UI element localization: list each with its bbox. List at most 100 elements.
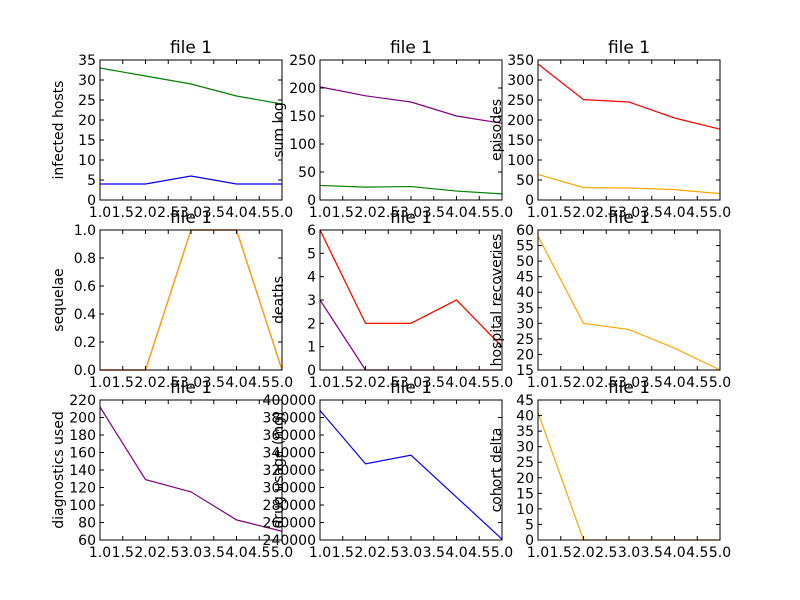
y-tick-label: 1.0 [74,223,96,239]
x-tick-label: 2.0 [354,545,376,561]
plot-frame [99,399,283,541]
x-tick-label: 3.0 [400,375,422,391]
series-line [319,410,503,540]
x-tick-label: 1.0 [89,205,111,221]
x-tick-label: 4.0 [445,375,467,391]
y-tick-label: 0.0 [74,363,96,379]
x-tick-label: 2.0 [134,545,156,561]
y-tick-label: 150 [507,133,534,149]
x-tick-label: 1.5 [550,375,572,391]
y-tick-label: 6 [307,223,316,239]
y-tick-label: 30 [78,73,96,89]
x-tick-label: 4.0 [663,375,685,391]
x-tick-label: 5.0 [271,375,293,391]
x-tick-label: 3.0 [618,545,640,561]
x-tick-label: 4.5 [468,375,490,391]
y-tick-label: 0.8 [74,251,96,267]
y-tick-label: 10 [516,502,534,518]
y-tick-label: 320000 [263,463,316,479]
y-tick-label: 20 [516,471,534,487]
y-axis-label: hospital recoveries [489,234,505,367]
y-tick-label: 1 [307,340,316,356]
y-tick-label: 120 [69,481,96,497]
x-tick-label: 2.0 [572,375,594,391]
x-tick-label: 5.0 [271,545,293,561]
x-tick-label: 4.5 [248,545,270,561]
series-line [99,67,283,105]
y-axis-label: drug usage (mg) [271,412,287,529]
x-tick-label: 2.0 [354,205,376,221]
y-tick-label: 260000 [263,516,316,532]
series-line [537,412,720,541]
x-tick-label: 3.5 [423,375,445,391]
series-line [319,86,503,124]
y-tick-label: 80 [78,516,96,532]
y-tick-label: 45 [516,393,534,409]
x-tick-label: 2.0 [134,205,156,221]
series-line [100,175,282,185]
x-tick-label: 3.0 [400,205,422,221]
y-tick-label: 30 [516,316,534,332]
y-tick-label: 250 [507,93,534,109]
x-tick-label: 3.5 [423,205,445,221]
y-tick-label: 200 [289,81,316,97]
y-tick-label: 140 [69,463,96,479]
chart-panel: 1.0 1.5 2.0 2.5 3.0 3.5 4.0 4.5 5.00.00.20.40.60… [51,208,293,391]
y-tick-label: 0.2 [74,335,96,351]
y-tick-label: 0 [87,193,96,209]
chart-panel: 1.0 1.5 2.0 2.5 3.0 3.5 4.0 4.5 5.00510152025303… [51,38,293,221]
x-tick-label: 3.5 [641,545,663,561]
y-tick-label: 60 [516,223,534,239]
x-tick-label: 2.5 [595,205,617,221]
y-tick-label: 35 [516,424,534,440]
y-tick-label: 100 [507,153,534,169]
y-tick-label: 50 [516,173,534,189]
x-tick-label: 2.5 [377,545,399,561]
x-tick-label: 5.0 [709,205,731,221]
chart-panel: 1.0 1.5 2.0 2.5 3.0 3.5 4.0 4.5 5.00501001502002… [271,38,513,221]
x-tick-label: 2.5 [377,205,399,221]
chart-title: file 1 [390,38,432,58]
x-tick-label: 2.0 [572,205,594,221]
x-tick-label: 1.5 [112,205,134,221]
x-tick-label: 3.5 [423,545,445,561]
chart-title: file 1 [608,208,650,228]
plot-frame [537,229,721,371]
y-tick-label: 20 [516,347,534,363]
y-tick-label: 300 [507,73,534,89]
series-line [319,229,503,348]
x-tick-label: 5.0 [491,205,513,221]
y-tick-label: 180 [69,428,96,444]
y-tick-label: 45 [516,270,534,286]
x-tick-label: 5.0 [491,375,513,391]
chart-panel: 1.0 1.5 2.0 2.5 3.0 3.5 4.0 4.5 5.00510152025303… [489,378,731,561]
x-tick-label: 4.0 [225,205,247,221]
y-tick-label: 350 [507,53,534,69]
series-line [319,229,503,348]
y-tick-label: 200 [69,411,96,427]
y-tick-label: 340000 [263,446,316,462]
series-line [537,235,721,371]
y-tick-label: 60 [78,533,96,549]
x-tick-label: 2.0 [134,375,156,391]
x-tick-label: 4.5 [468,205,490,221]
y-axis-label: sequelae [51,268,67,331]
x-tick-label: 2.0 [572,545,594,561]
y-tick-label: 25 [516,455,534,471]
y-tick-label: 30 [516,440,534,456]
x-tick-label: 4.5 [248,205,270,221]
x-tick-label: 2.5 [157,205,179,221]
plot-frame [319,399,503,541]
y-tick-label: 0 [525,193,534,209]
plot-frame [319,229,503,371]
y-tick-label: 0 [307,193,316,209]
y-tick-label: 160 [69,446,96,462]
y-tick-label: 300000 [263,481,316,497]
y-tick-label: 200 [507,113,534,129]
chart-panel: 1.0 1.5 2.0 2.5 3.0 3.5 4.0 4.5 5.00501001502002… [489,38,731,221]
x-tick-label: 2.0 [354,375,376,391]
x-tick-label: 3.0 [180,205,202,221]
y-tick-label: 360000 [263,428,316,444]
y-tick-label: 2 [307,316,316,332]
